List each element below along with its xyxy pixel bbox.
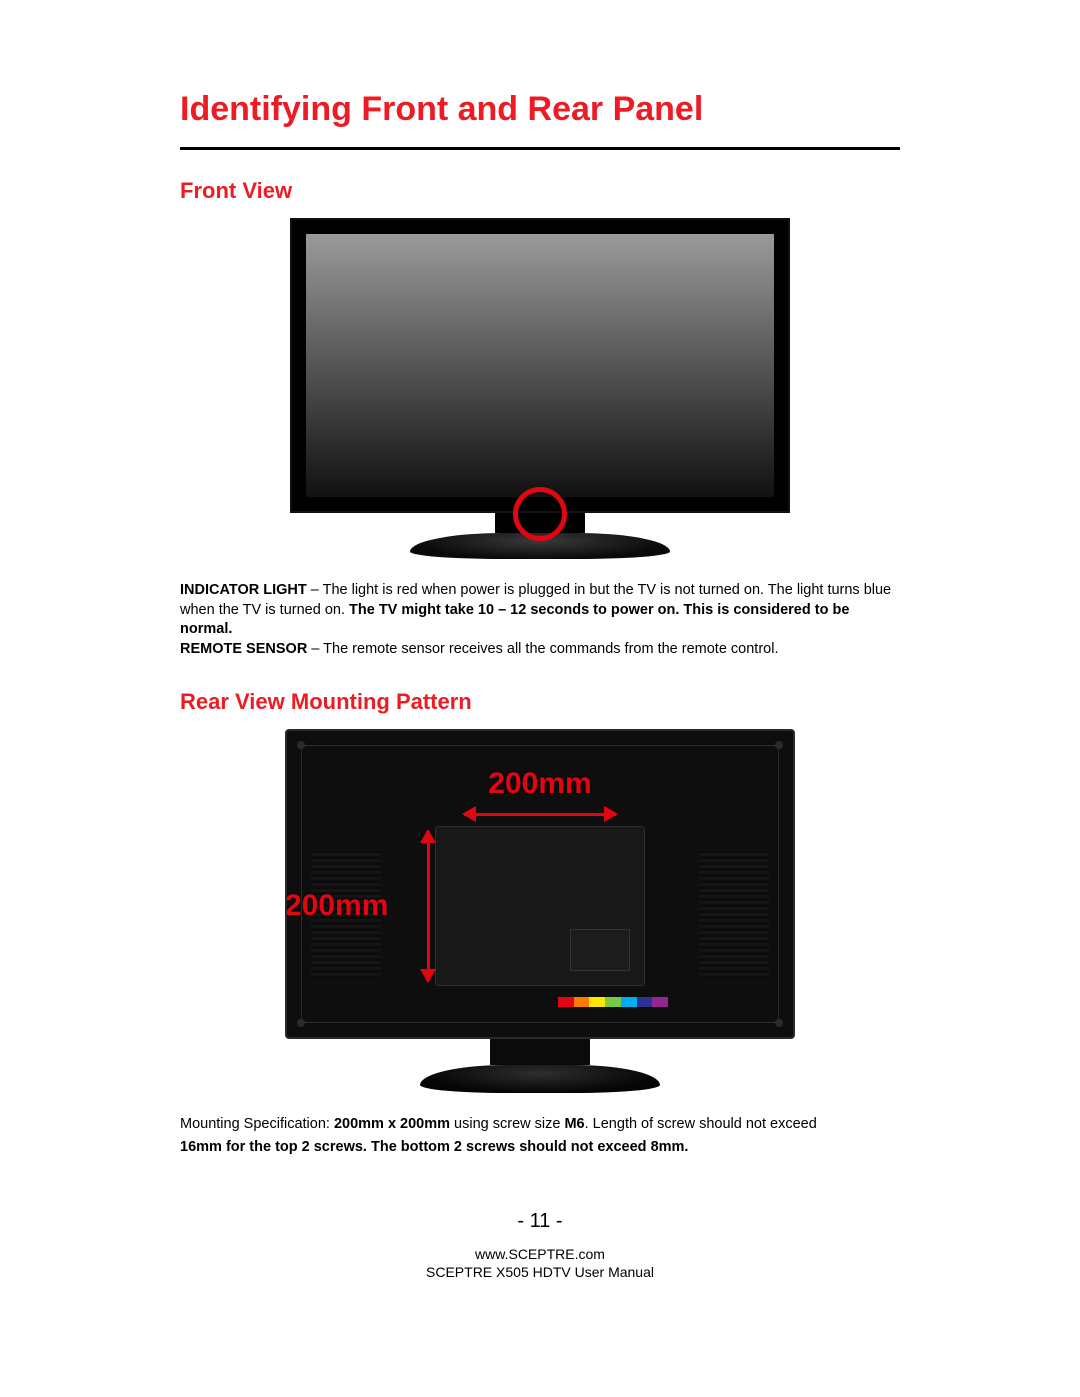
- mount-spec-mid: using screw size: [450, 1116, 564, 1132]
- rear-view-heading: Rear View Mounting Pattern: [180, 689, 900, 715]
- mount-spec-dims: 200mm x 200mm: [334, 1116, 450, 1132]
- mount-spec-line2: 16mm for the top 2 screws. The bottom 2 …: [180, 1139, 688, 1155]
- front-view-description: INDICATOR LIGHT – The light is red when …: [180, 581, 900, 659]
- tv-rear-center-panel: [435, 826, 645, 986]
- tv-rear-illustration: 200mm 200mm: [285, 729, 795, 1093]
- corner-screw-icon: [775, 741, 783, 749]
- tv-rear-neck: [490, 1039, 590, 1065]
- front-view-figure: [180, 218, 900, 559]
- mount-spec-screw: M6: [564, 1116, 584, 1132]
- tv-rear-base: [420, 1065, 660, 1093]
- tv-front-neck: [495, 513, 585, 533]
- corner-screw-icon: [775, 1019, 783, 1027]
- corner-screw-icon: [297, 1019, 305, 1027]
- footer-url: www.SCEPTRE.com: [475, 1246, 605, 1262]
- page-number: - 11 -: [180, 1210, 900, 1233]
- rear-view-figure: 200mm 200mm: [180, 729, 900, 1093]
- mount-spec-prefix: Mounting Specification:: [180, 1116, 334, 1132]
- page-title: Identifying Front and Rear Panel: [180, 90, 900, 129]
- manual-page: Identifying Front and Rear Panel Front V…: [0, 0, 1080, 1321]
- tv-rear-vents-left: [311, 849, 381, 979]
- tv-rear-label-plate: [570, 929, 630, 971]
- tv-front-bezel: [290, 218, 790, 513]
- tv-front-base: [410, 533, 670, 559]
- footer-manual: SCEPTRE X505 HDTV User Manual: [426, 1264, 654, 1280]
- title-divider: [180, 147, 900, 150]
- tv-rear-panel: 200mm 200mm: [285, 729, 795, 1039]
- tv-rear-color-strip: [558, 997, 668, 1007]
- remote-sensor-text: – The remote sensor receives all the com…: [307, 641, 778, 657]
- tv-front-screen: [306, 234, 774, 497]
- page-footer: www.SCEPTRE.com SCEPTRE X505 HDTV User M…: [180, 1245, 900, 1281]
- remote-sensor-label: REMOTE SENSOR: [180, 641, 307, 657]
- tv-rear-vents-right: [699, 849, 769, 979]
- tv-front-illustration: [290, 218, 790, 559]
- mount-spec-suffix: . Length of screw should not exceed: [585, 1116, 817, 1132]
- indicator-light-label: INDICATOR LIGHT: [180, 582, 307, 598]
- front-view-heading: Front View: [180, 178, 900, 204]
- mounting-specification: Mounting Specification: 200mm x 200mm us…: [180, 1113, 900, 1159]
